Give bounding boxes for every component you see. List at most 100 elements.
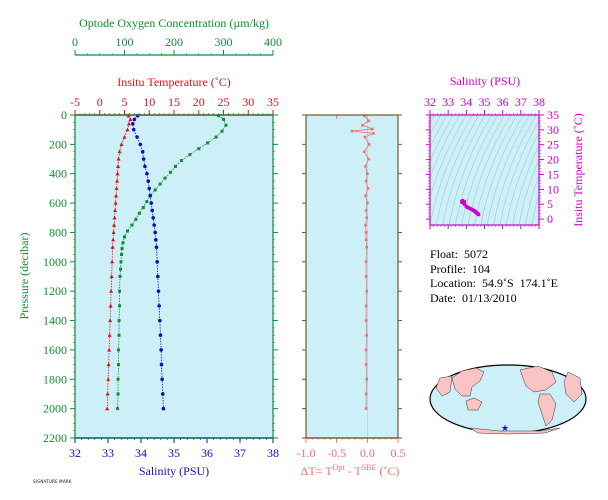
ts-plot-background: [430, 115, 539, 225]
pressure-tick-label: 1200: [43, 284, 67, 298]
temperature-data-point: [115, 171, 120, 176]
oxygen-data-point: [217, 114, 221, 118]
isopycnal-line: [531, 194, 539, 225]
oxygen-data-point: [117, 348, 121, 352]
oxygen-data-point: [116, 392, 120, 396]
oxygen-data-point: [224, 123, 228, 127]
salinity-data-point: [135, 135, 139, 139]
ts-data-point: [462, 200, 467, 204]
ts-salinity-title: Salinity (PSU): [450, 74, 520, 88]
salinity-data-point: [153, 230, 157, 235]
land-antarctica: [469, 427, 561, 435]
temperature-tick-label: 25: [218, 95, 230, 109]
isopycnal-line: [518, 158, 539, 225]
temperature-data-point: [105, 406, 110, 411]
temperature-data-point: [115, 178, 120, 183]
oxygen-data-point: [153, 188, 157, 192]
temperature-data-point: [108, 318, 113, 323]
salinity-data-point: [149, 201, 154, 205]
isopycnal-line: [448, 115, 492, 225]
isopycnal-line: [430, 115, 454, 163]
world-map: ★: [429, 364, 587, 435]
oxygen-data-point: [119, 267, 123, 271]
oxygen-data-point: [169, 170, 173, 174]
temperature-data-point: [119, 142, 124, 146]
float-number: Float: 5072: [430, 247, 489, 261]
salinity-tick-label: 33: [102, 446, 114, 460]
delta-t-data-point: [364, 165, 367, 168]
pressure-tick-label: 400: [49, 167, 67, 181]
temperature-data-point: [128, 117, 133, 122]
salinity-data-point: [157, 304, 161, 308]
isopycnal-line: [455, 115, 499, 225]
delta-t-axis-title: ΔT= TOpt - TSBE (˚C): [301, 463, 400, 478]
oxygen-data-point: [120, 247, 124, 251]
temperature-data-point: [107, 333, 112, 337]
pressure-tick-label: 800: [49, 225, 67, 239]
delta-t-tick-label: -1.0: [297, 446, 316, 460]
isopycnal-line: [499, 120, 539, 225]
temperature-data-point: [109, 274, 114, 279]
temperature-tick-label: 30: [242, 95, 254, 109]
temperature-data-point: [112, 215, 117, 220]
float-location: Location: 54.9˚S 174.1˚E: [430, 276, 558, 290]
delta-t-data-point: [367, 119, 370, 123]
pressure-tick-label: 600: [49, 196, 67, 210]
oxygen-axis-title: Optode Oxygen Concentration (µm/kg): [79, 16, 269, 30]
delta-t-data-point: [364, 179, 368, 183]
temperature-tick-label: -5: [70, 95, 80, 109]
isopycnal-line: [442, 115, 486, 225]
float-location-marker: ★: [501, 423, 509, 433]
pressure-tick-label: 1600: [43, 343, 67, 357]
salinity-data-point: [158, 333, 163, 338]
ts-temperature-tick-label: 10: [547, 182, 559, 196]
oxygen-data-point: [116, 407, 120, 411]
oxygen-data-point: [163, 176, 167, 180]
isopycnal-line: [430, 115, 467, 199]
salinity-data-point: [146, 179, 151, 183]
isopycnal-line: [436, 115, 480, 225]
oxygen-data-point: [119, 260, 123, 264]
land-africa-europe: [563, 371, 583, 403]
ts-salinity-tick-label: 36: [497, 95, 509, 109]
salinity-data-point: [156, 289, 161, 293]
salinity-axis-title: Salinity (PSU): [139, 464, 209, 478]
main-series: [105, 113, 228, 411]
isopycnal-line: [468, 115, 511, 225]
temperature-data-point: [106, 377, 111, 381]
delta-t-data-point: [364, 319, 368, 322]
oxygen-data-point: [137, 211, 141, 215]
land-south-america: [537, 393, 557, 427]
delta-t-tick-label: 0.5: [391, 446, 406, 460]
pressure-tick-label: 1800: [43, 372, 67, 386]
isopycnal-line: [430, 115, 460, 179]
ts-salinity-tick-label: 33: [442, 95, 454, 109]
salinity-data-point: [159, 362, 164, 367]
salinity-tick-label: 36: [201, 446, 213, 460]
temperature-data-point: [109, 288, 114, 293]
delta-t-data-point: [362, 114, 366, 118]
isopycnal-line: [487, 115, 530, 225]
delta-t-data-point: [363, 135, 367, 139]
salinity-data-point: [156, 274, 160, 279]
ts-temperature-tick-label: 5: [547, 197, 553, 211]
delta-t-data-point: [364, 407, 368, 410]
land-north-america: [519, 365, 557, 393]
delta-t-data-point: [364, 209, 368, 212]
pressure-tick-label: 200: [49, 137, 67, 151]
salinity-data-point: [160, 377, 164, 382]
ts-salinity-tick-label: 38: [533, 95, 545, 109]
ts-temperature-tick-label: 0: [547, 212, 553, 226]
isopycnal-line: [512, 144, 539, 225]
oxygen-data-point: [118, 289, 122, 293]
temperature-data-point: [107, 347, 112, 352]
salinity-data-point: [143, 164, 147, 169]
ts-temperature-tick-label: 20: [547, 153, 559, 167]
temperature-data-point: [116, 164, 121, 168]
delta-t-data-point: [364, 194, 367, 198]
main-plot-background: [75, 115, 273, 438]
land-australia: [465, 397, 483, 411]
isopycnal-line: [430, 115, 448, 148]
isopycnal-line: [480, 115, 524, 225]
